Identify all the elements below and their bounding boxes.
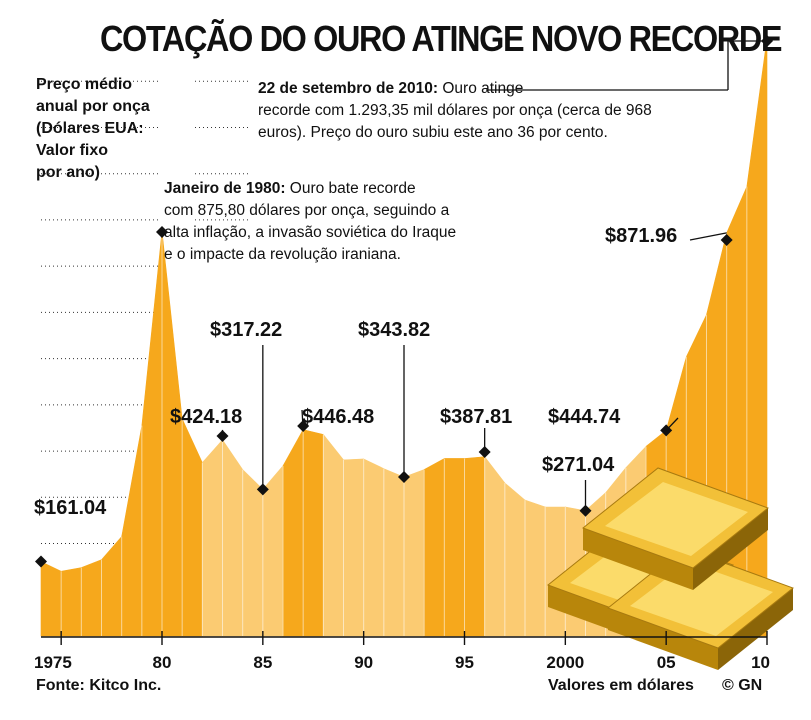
area-segment — [181, 418, 203, 637]
point-marker — [761, 35, 773, 47]
point-marker — [297, 420, 310, 432]
data-label: $317.22 — [210, 319, 282, 341]
gold-bar — [581, 467, 770, 590]
x-tick-label: 80 — [153, 653, 172, 672]
data-label: $271.04 — [542, 454, 615, 476]
source-note: Fonte: Kitco Inc. — [36, 677, 162, 694]
x-tick-label: 90 — [354, 653, 373, 672]
subtitle-line: (Dólares EUA: — [36, 120, 144, 137]
area-segment — [101, 535, 122, 637]
point-marker — [216, 430, 229, 442]
point-marker — [720, 234, 733, 246]
x-tick-label: 10 — [751, 653, 770, 672]
area-segment — [504, 482, 526, 637]
area-segment — [383, 468, 405, 637]
area-segment — [544, 506, 566, 637]
subtitle-line: Valor fixo — [36, 142, 109, 159]
bar-end — [718, 588, 793, 670]
x-tick-label: 85 — [253, 653, 272, 672]
chart-subtitle: Preço médio anual por onça (Dólares EUA:… — [36, 74, 156, 184]
credit-note: © GN — [722, 677, 763, 694]
data-label: $387.81 — [440, 406, 512, 428]
area-segment — [60, 567, 82, 637]
area-segment — [81, 559, 102, 637]
area-segment — [746, 38, 768, 637]
annotation-date: 22 de setembro de 2010: — [258, 80, 439, 97]
subtitle-line: por ano) — [36, 164, 100, 181]
area-segment — [444, 458, 465, 637]
point-marker — [256, 483, 269, 496]
annotation-2010: 22 de setembro de 2010: Ouro atinge reco… — [258, 78, 652, 144]
annotation-date: Janeiro de 1980: — [164, 180, 286, 197]
gridlines — [41, 80, 250, 591]
area-segment — [222, 438, 243, 637]
data-label: $424.18 — [170, 406, 242, 428]
point-marker — [579, 504, 592, 517]
area-segment — [524, 499, 546, 637]
area-segment — [121, 425, 143, 637]
area-segment — [141, 231, 163, 637]
data-label: $871.96 — [605, 225, 677, 247]
point-marker — [35, 555, 47, 568]
area-segment — [302, 429, 324, 637]
area-segment — [464, 456, 485, 637]
x-axis: 1975 80 85 90 95 2000 05 10 — [34, 631, 770, 672]
x-tick-label: 05 — [657, 653, 676, 672]
x-tick-label: 2000 — [546, 653, 584, 672]
data-label: $444.74 — [548, 406, 621, 428]
point-marker — [398, 471, 410, 484]
annotation-text: alta inflação, a invasão soviética do Ir… — [164, 224, 457, 241]
annotation-text: euros). Preço do ouro subiu este ano 36 … — [258, 124, 608, 141]
point-marker — [478, 446, 491, 458]
annotation-text: Ouro bate recorde — [285, 180, 416, 197]
bar-side — [608, 608, 718, 670]
area-segment — [242, 468, 264, 637]
bar-side — [583, 528, 693, 590]
point-marker — [660, 424, 673, 437]
x-tick-label: 1975 — [34, 653, 72, 672]
area-segment — [484, 455, 506, 637]
point-marker — [156, 226, 168, 238]
area-segment — [323, 433, 344, 637]
area-segment — [363, 458, 385, 637]
annotation-text: recorde com 1.293,35 mil dólares por onç… — [258, 102, 652, 119]
area-segment — [343, 458, 364, 637]
area-segment — [282, 428, 304, 637]
subtitle-line: anual por onça — [36, 98, 150, 115]
area-segment — [40, 561, 62, 637]
data-labels: $161.04 $424.18 $317.22 $446.48 $343.82 $387.… — [34, 225, 677, 519]
area-segment — [202, 439, 223, 637]
annotation-text: Ouro atinge — [438, 80, 524, 97]
data-markers — [35, 35, 773, 568]
chart-title: COTAÇÃO DO OURO ATINGE NOVO RECORDE — [100, 18, 783, 59]
units-note: Valores em dólares — [548, 677, 694, 694]
area-segment — [423, 457, 445, 637]
data-label: $161.04 — [34, 497, 107, 519]
subtitle-line: Preço médio — [36, 76, 133, 93]
gold-bars-illustration — [546, 467, 795, 670]
x-tick-label: 95 — [455, 653, 474, 672]
bar-top-face — [630, 562, 773, 636]
area-segment — [161, 231, 183, 637]
annotation-text: com 875,80 dólares por onça, seguindo a — [164, 202, 450, 219]
annotation-1980: Janeiro de 1980: Ouro bate recorde com 8… — [164, 178, 456, 266]
data-label: $446.48 — [302, 406, 374, 428]
annotation-text: e o impacte da revolução iraniana. — [164, 246, 401, 263]
bar-end — [693, 508, 768, 590]
data-label: $343.82 — [358, 319, 430, 341]
leader-line — [689, 232, 727, 241]
bar-top-face — [605, 482, 748, 556]
area-segment — [403, 469, 425, 637]
